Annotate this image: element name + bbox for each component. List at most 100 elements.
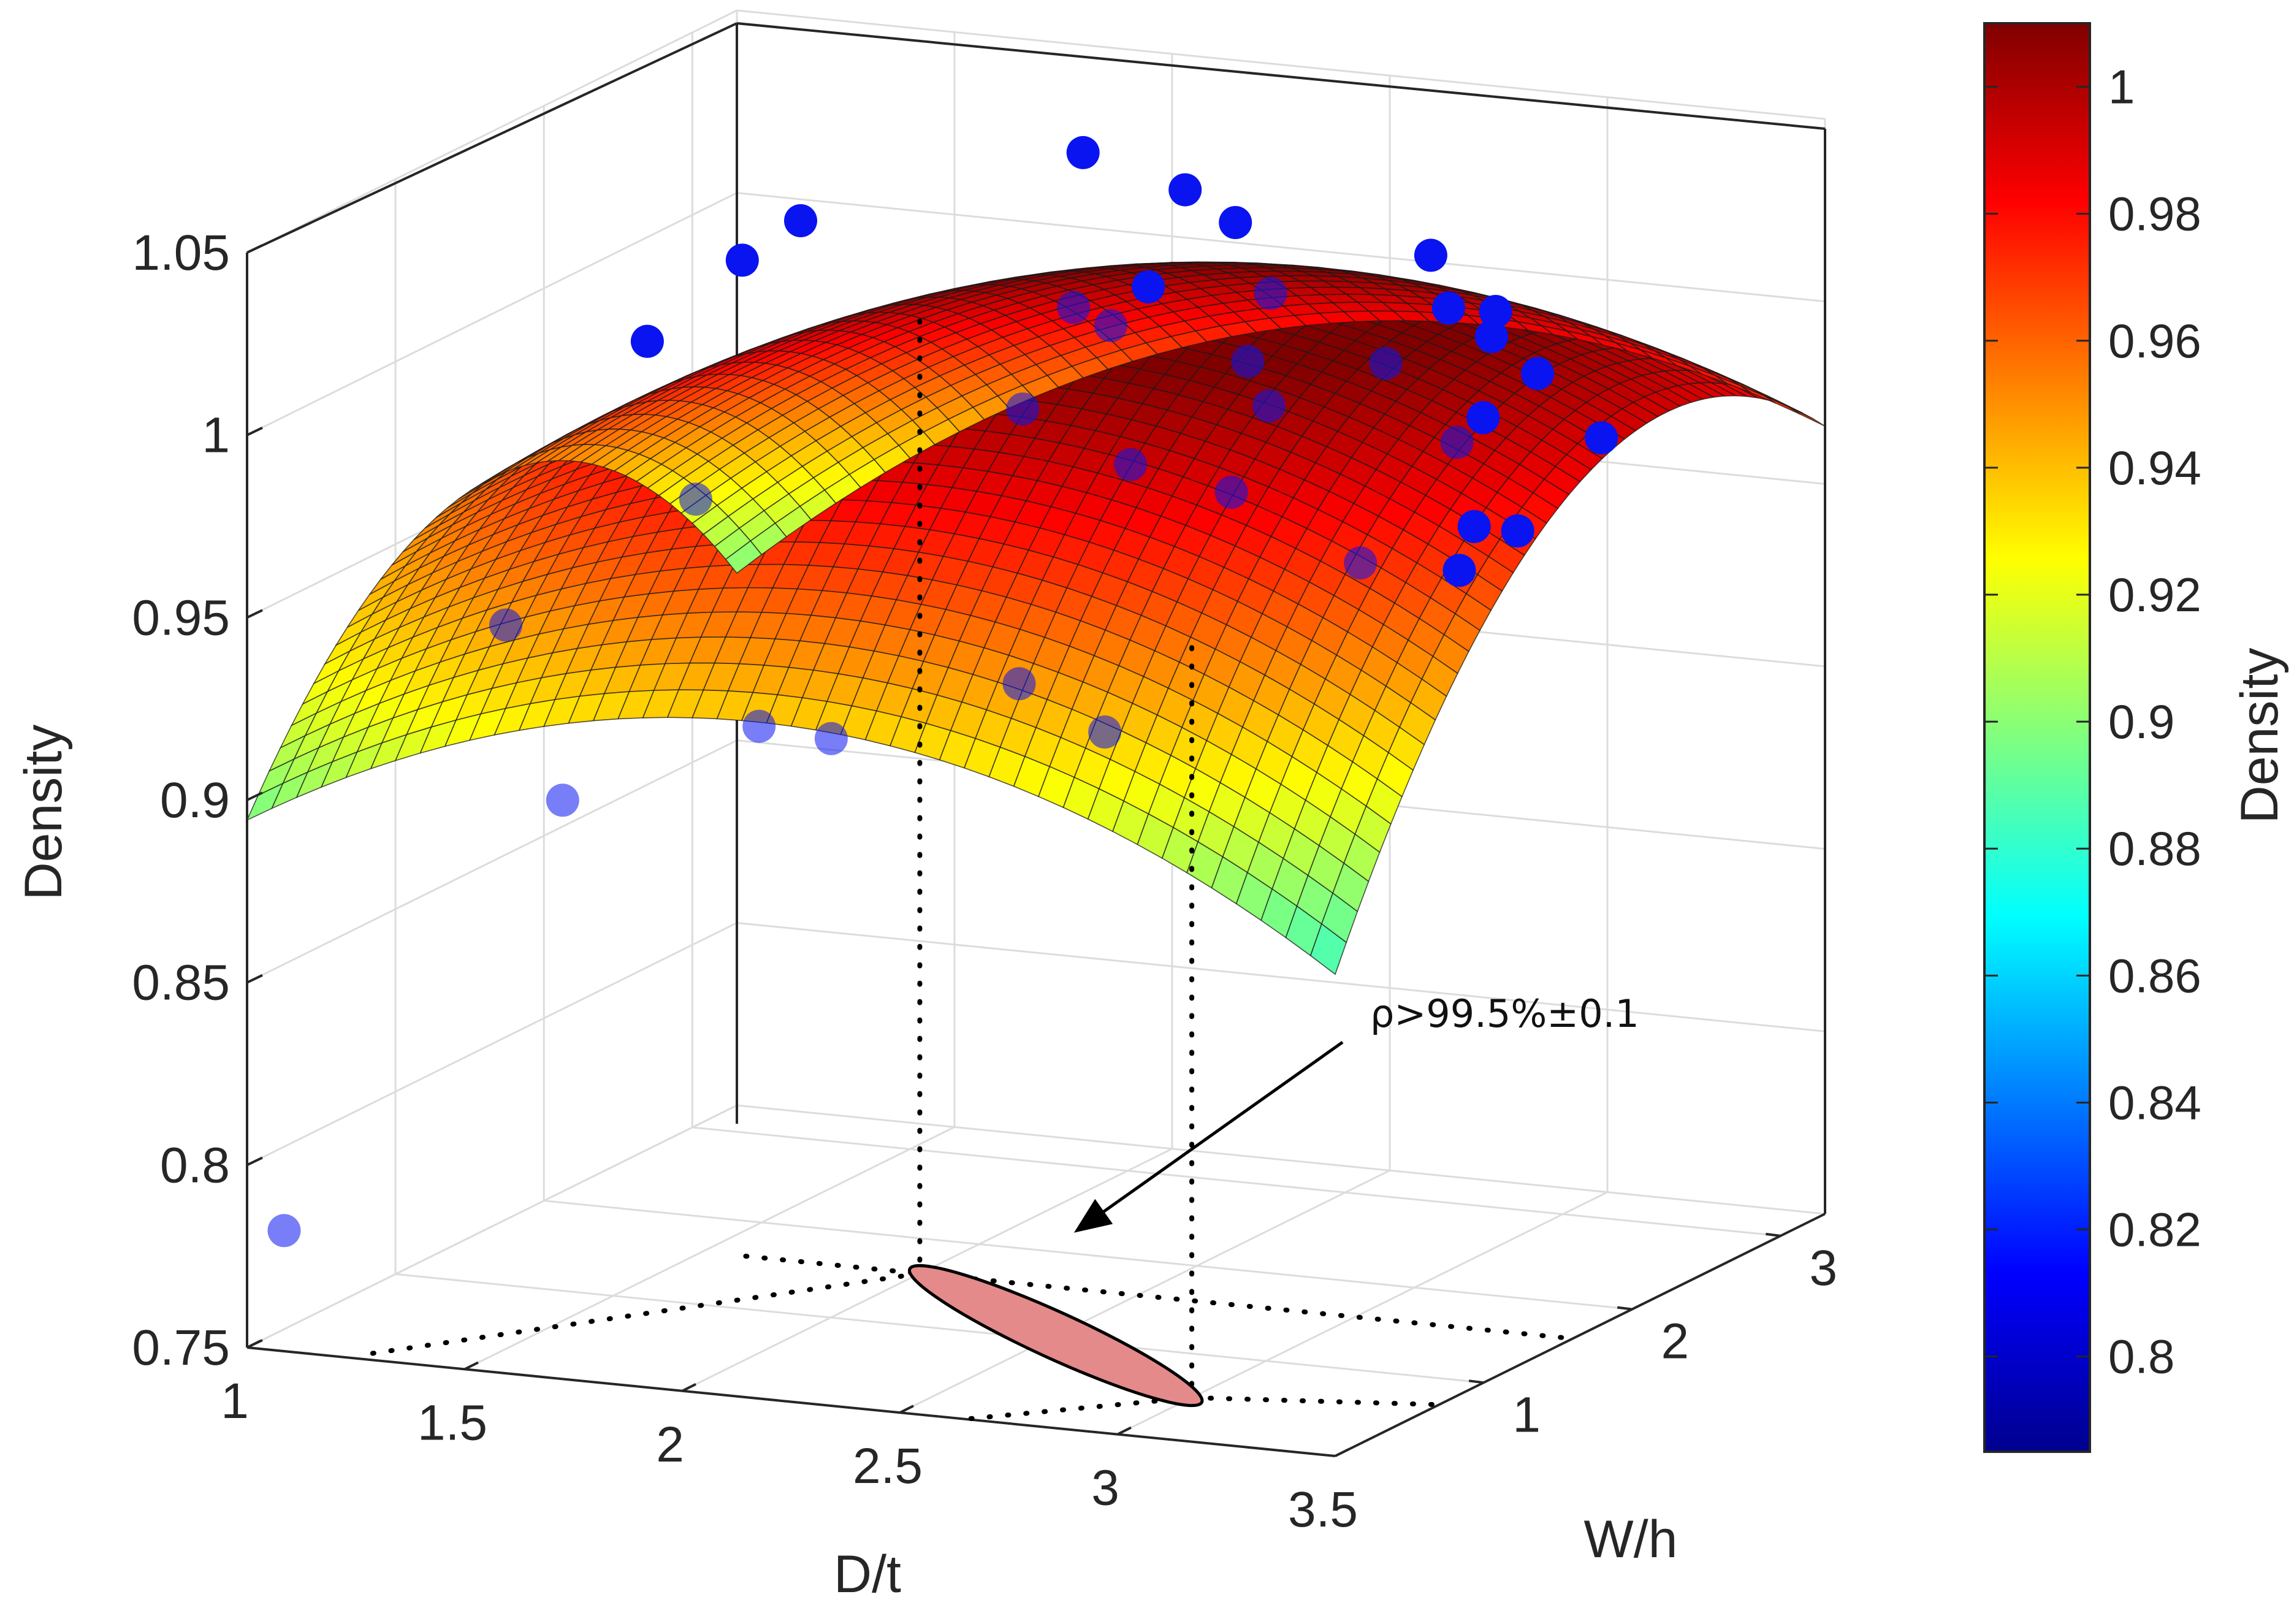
- data-point: [1088, 715, 1122, 749]
- x-tick-label: 1.5: [417, 1395, 487, 1451]
- data-point: [1006, 392, 1040, 426]
- colorbar-label: Density: [2230, 648, 2289, 824]
- y-tick-mark: [1468, 1379, 1484, 1384]
- data-point: [1214, 475, 1248, 509]
- x-tick-mark: [1335, 1448, 1349, 1457]
- data-point: [1094, 309, 1127, 343]
- x-tick-label: 2: [656, 1417, 684, 1473]
- y-tick-label: 2: [1661, 1314, 1689, 1370]
- data-point: [1521, 357, 1555, 391]
- x-tick-mark: [246, 1340, 261, 1349]
- back-edge-top-left: [246, 22, 737, 254]
- gridline-y-floor: [692, 1126, 1781, 1237]
- x-tick-mark: [899, 1405, 914, 1414]
- z-tick-mark: [246, 609, 263, 619]
- gridline-x-floor: [464, 1126, 955, 1370]
- data-point: [1114, 448, 1148, 481]
- gridline-z-back: [736, 921, 1826, 1032]
- z-tick-label: 0.8: [160, 1137, 230, 1193]
- back-edge-top-right: [736, 22, 1826, 130]
- data-point: [1002, 667, 1036, 701]
- data-point: [1254, 276, 1287, 310]
- data-point: [1431, 291, 1465, 325]
- colorbar: 0.80.820.840.860.880.90.920.940.960.981 …: [1983, 22, 2289, 1453]
- data-point: [1132, 270, 1165, 303]
- x-tick-label: 3: [1091, 1460, 1119, 1516]
- annotation-arrow: [1073, 1040, 1344, 1233]
- z-tick-label: 0.9: [160, 772, 230, 828]
- projection-droplines: [917, 318, 1195, 1400]
- data-point: [1585, 421, 1618, 455]
- colorbar-tick-label: 0.82: [2108, 1203, 2201, 1257]
- x-tick-mark: [464, 1361, 479, 1371]
- data-point: [725, 243, 759, 277]
- colorbar-tick-label: 0.88: [2108, 822, 2201, 875]
- colorbar-tick-label: 0.9: [2108, 695, 2174, 749]
- colorbar-tick-label: 0.96: [2108, 314, 2201, 368]
- data-point: [267, 1214, 301, 1248]
- y-axis-label: W/h: [1584, 1510, 1678, 1569]
- z-axis-label: Density: [14, 725, 73, 901]
- colorbar-ticks: 0.8 0.82 0.84 0.86 0.88 0.9 0.92 0.94 0.96 0.98 1: [1984, 60, 2201, 1384]
- gridline-z-left: [246, 192, 737, 436]
- x-tick-label: 1: [221, 1373, 249, 1429]
- y-axis-line: [1335, 1213, 1826, 1457]
- gridline-z-back: [736, 9, 1826, 120]
- data-point: [1168, 173, 1202, 207]
- x-tick-label: 3.5: [1288, 1482, 1358, 1538]
- y-tick-mark: [1766, 1232, 1781, 1237]
- colorbar-tick-label: 0.98: [2108, 187, 2201, 241]
- data-point: [1369, 346, 1403, 380]
- z-tick-mark: [246, 1156, 263, 1167]
- region-ellipse: [907, 1264, 1204, 1408]
- data-point: [1066, 135, 1100, 169]
- axis-ticks: 0.75 0.8 0.85 0.9 0.95 1 1.05 1 1.5 2 2.5 3 3.5 1 2 3: [132, 225, 1837, 1538]
- colorbar-tick-label: 0.94: [2108, 441, 2201, 495]
- x-tick-label: 2.5: [853, 1438, 923, 1494]
- data-point: [630, 324, 664, 358]
- floor-dotline-e: [743, 1253, 923, 1276]
- colorbar-tick-label: 0.84: [2108, 1075, 2201, 1129]
- data-point: [1414, 238, 1447, 272]
- colorbar-gradient: [1983, 22, 2091, 1453]
- floor-dotline-d: [962, 1395, 1195, 1422]
- y-tick-label: 1: [1512, 1387, 1541, 1443]
- floor-dotline-a: [360, 1271, 923, 1357]
- gridline-y-floor: [395, 1273, 1484, 1384]
- floor-dotline-b: [917, 1271, 1576, 1341]
- z-tick-mark: [246, 426, 263, 436]
- gridline-z-left: [246, 739, 737, 984]
- data-point: [546, 783, 579, 817]
- data-point: [1442, 554, 1476, 587]
- colorbar-tick-label: 0.92: [2108, 568, 2201, 622]
- y-tick-mark: [1617, 1306, 1633, 1311]
- annotation-label: ρ>99.5%±0.1: [1370, 991, 1639, 1036]
- z-tick-label: 1.05: [132, 225, 230, 281]
- x-tick-mark: [1117, 1426, 1132, 1436]
- gridline-z-back: [736, 1104, 1826, 1215]
- surface-patch: [725, 540, 763, 574]
- z-tick-mark: [246, 244, 263, 254]
- floor-annotations: [360, 1253, 1576, 1422]
- data-point: [1231, 345, 1265, 378]
- z-tick-label: 0.85: [132, 955, 230, 1011]
- gridline-x-floor: [246, 1104, 737, 1349]
- data-point: [489, 608, 523, 642]
- colorbar-tick-label: 0.8: [2108, 1330, 2174, 1384]
- data-point: [784, 204, 817, 237]
- z-tick-mark: [246, 791, 263, 801]
- data-point: [1466, 401, 1500, 435]
- gridline-z-left: [246, 9, 737, 254]
- floor: [247, 1124, 1825, 1456]
- x-axis-line: [246, 1346, 1336, 1457]
- y-tick-label: 3: [1810, 1240, 1838, 1296]
- data-point: [742, 709, 776, 743]
- x-axis-label: D/t: [834, 1545, 901, 1604]
- data-point: [1219, 206, 1252, 239]
- data-point: [1457, 509, 1491, 543]
- data-point: [814, 722, 848, 755]
- annotation: ρ>99.5%±0.1: [1073, 991, 1639, 1233]
- data-point: [1252, 389, 1286, 423]
